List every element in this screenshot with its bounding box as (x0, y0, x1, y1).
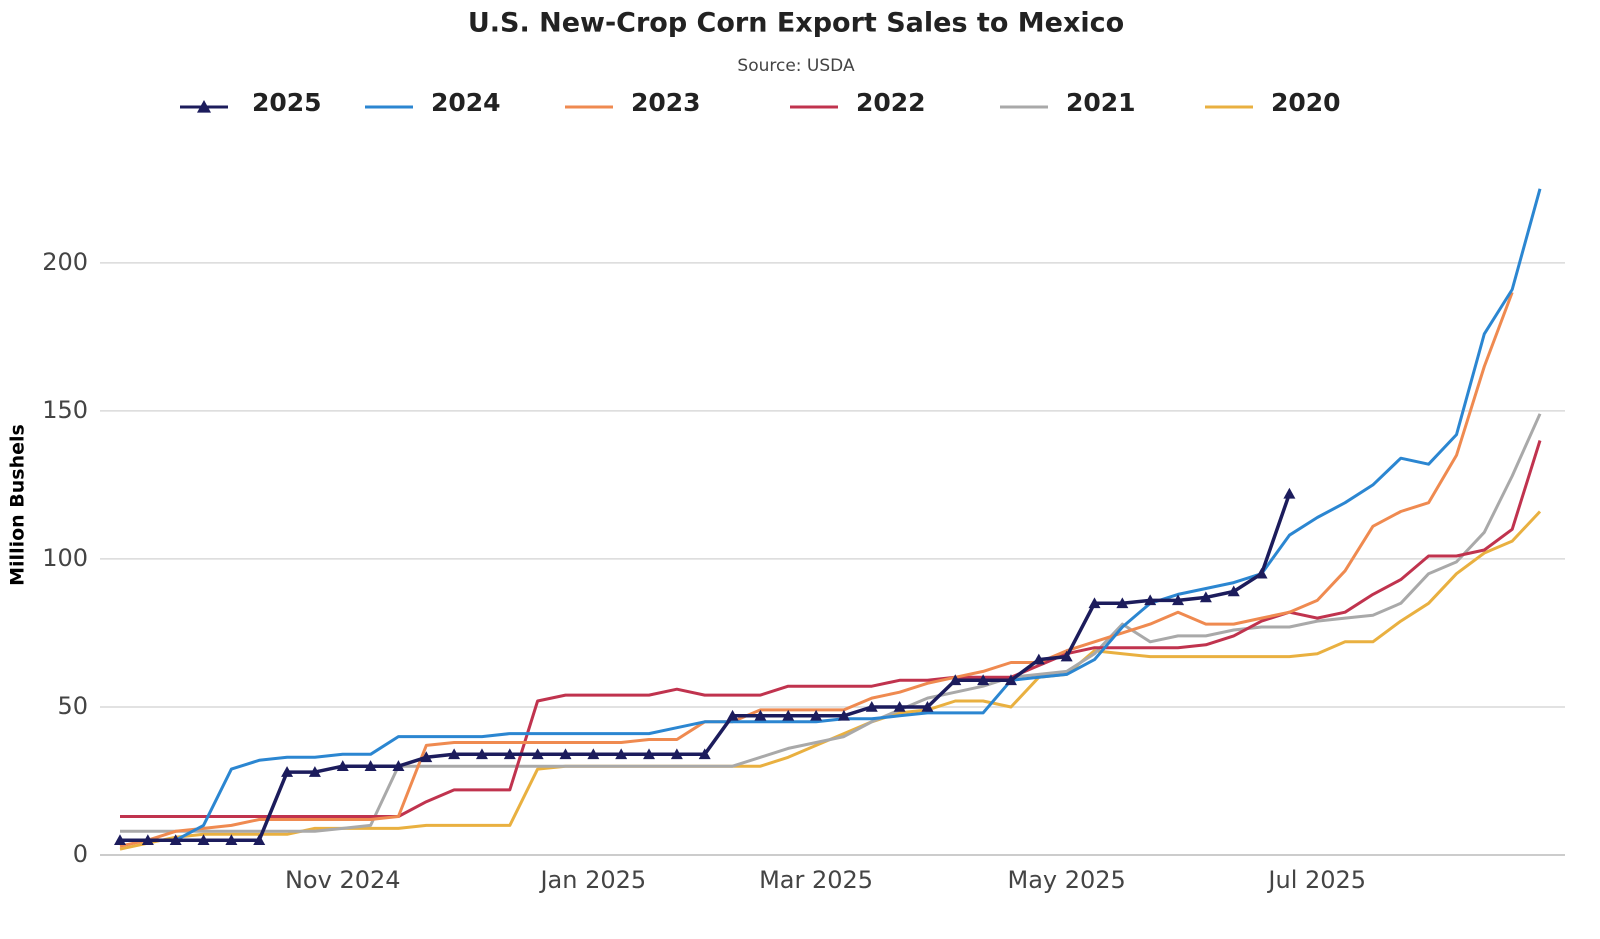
point-marker (169, 834, 182, 845)
y-tick-label: 0 (73, 840, 88, 868)
legend-item: 2020 (1205, 88, 1341, 117)
y-axis-label: Million Bushels (7, 424, 29, 586)
series-line (120, 440, 1542, 818)
legend-item: 2025 (180, 88, 322, 117)
point-marker (114, 834, 126, 845)
point-marker (1199, 591, 1212, 603)
point-marker (726, 709, 739, 721)
x-tick-label: Jul 2025 (1266, 866, 1366, 894)
point-marker (949, 674, 962, 686)
point-marker (531, 748, 544, 760)
legend-label: 2022 (856, 88, 926, 117)
point-marker (1088, 597, 1101, 609)
y-tick-label: 50 (57, 692, 88, 720)
point-marker (364, 760, 377, 771)
series-line (120, 188, 1542, 842)
y-tick-label: 200 (42, 248, 88, 276)
series-line (119, 510, 1542, 851)
point-marker (977, 674, 990, 686)
point-marker (1172, 594, 1185, 606)
y-tick-label: 150 (42, 396, 88, 424)
point-marker (1032, 653, 1045, 665)
legend-label: 2025 (252, 88, 322, 117)
point-marker (893, 700, 906, 712)
point-marker (253, 834, 266, 845)
point-marker (1144, 594, 1157, 606)
legend-label: 2023 (631, 88, 701, 117)
point-marker (308, 766, 321, 777)
point-marker (392, 760, 405, 771)
point-marker (1255, 567, 1268, 579)
point-marker (615, 748, 628, 760)
point-marker (643, 748, 656, 760)
legend-item: 2023 (565, 88, 701, 117)
point-marker (475, 748, 488, 760)
point-marker (448, 748, 461, 760)
series-line (119, 291, 1514, 848)
legend-item: 2022 (790, 88, 926, 117)
point-marker (141, 834, 154, 845)
point-marker (503, 748, 516, 760)
legend-label: 2020 (1271, 88, 1341, 117)
point-marker (281, 766, 294, 777)
series-line (120, 413, 1542, 833)
point-marker (1283, 487, 1296, 499)
x-tick-label: Mar 2025 (759, 866, 873, 894)
legend-label: 2021 (1066, 88, 1136, 117)
point-marker (837, 709, 850, 721)
point-marker (698, 748, 711, 760)
point-marker (921, 700, 934, 712)
point-marker (1004, 674, 1017, 686)
legend-label: 2024 (431, 88, 501, 117)
point-marker (754, 709, 767, 721)
point-marker (225, 834, 238, 845)
point-marker (670, 748, 683, 760)
point-marker (865, 700, 878, 712)
point-marker (1116, 597, 1129, 609)
x-tick-label: Nov 2024 (285, 866, 401, 894)
y-tick-label: 100 (42, 544, 88, 572)
x-tick-label: Jan 2025 (538, 866, 646, 894)
chart-subtitle: Source: USDA (737, 56, 855, 76)
legend-item: 2024 (365, 88, 501, 117)
point-marker (336, 760, 349, 771)
chart-title: U.S. New-Crop Corn Export Sales to Mexic… (468, 8, 1124, 39)
point-marker (1227, 585, 1240, 597)
series-line (120, 493, 1292, 842)
point-marker (197, 834, 210, 845)
point-marker (810, 709, 823, 721)
legend-item: 2021 (1000, 88, 1136, 117)
point-marker (782, 709, 795, 721)
point-marker (1060, 650, 1073, 662)
point-marker (587, 748, 600, 760)
legend-marker (197, 100, 211, 113)
point-marker (559, 748, 572, 760)
point-marker (420, 751, 433, 763)
x-tick-label: May 2025 (1008, 866, 1126, 894)
